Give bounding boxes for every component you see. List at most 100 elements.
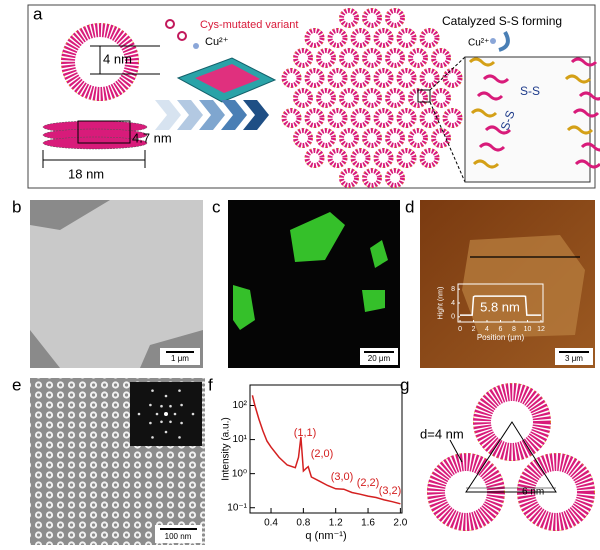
- x-tick-label: 2.0: [393, 518, 407, 529]
- spacing-label: d=4 nm: [420, 426, 464, 441]
- fft-spot: [169, 404, 172, 408]
- protein-ring-detail: [362, 128, 382, 148]
- protein-ring: [316, 88, 336, 108]
- protein-ribbon: [470, 108, 498, 118]
- peak-label: (2,2): [357, 477, 380, 489]
- protein-ring: [327, 108, 348, 129]
- protein-ring-detail: [473, 383, 551, 461]
- protein-ring-detail: [281, 108, 302, 128]
- protein-ring: [385, 7, 405, 28]
- protein-ring: [350, 148, 371, 169]
- zoom-line: [429, 56, 466, 91]
- protein-ring: [316, 128, 336, 149]
- y-tick-label: 8: [451, 286, 455, 293]
- process-arrow: [221, 100, 247, 130]
- protein-ring: [373, 27, 394, 48]
- scale-bar-label: 20 μm: [368, 354, 391, 363]
- y-axis-label: Intensity (a.u.): [221, 417, 232, 480]
- protein-ring: [396, 67, 417, 88]
- x-tick-label: 2: [472, 326, 476, 333]
- protein-ring: [385, 88, 405, 108]
- ion-icon: [193, 43, 199, 49]
- panel-label: a: [33, 4, 43, 23]
- protein-ring-detail: [385, 48, 405, 68]
- ion-icon: [490, 38, 496, 44]
- protein-ring: [339, 88, 359, 108]
- protein-ribbon: [566, 125, 594, 135]
- process-arrow: [243, 100, 269, 130]
- protein-ribbon: [472, 159, 500, 169]
- catalysis-title: Catalyzed S-S forming: [442, 14, 562, 28]
- fft-spot: [164, 430, 168, 434]
- protein-ring-detail: [316, 48, 336, 68]
- fft-spot: [137, 412, 141, 416]
- protein-ring: [304, 148, 325, 169]
- fft-spot: [160, 420, 163, 424]
- protein-ring-detail: [385, 168, 405, 188]
- protein-ring: [339, 47, 359, 68]
- protein-ring-detail: [339, 88, 359, 108]
- protein-ring-detail: [339, 48, 359, 68]
- protein-ring-detail: [281, 68, 302, 88]
- panel-label: b: [12, 197, 21, 216]
- protein-ring-detail: [350, 108, 371, 128]
- protein-ring-detail: [396, 108, 417, 128]
- data-line: [251, 395, 401, 505]
- protein-ring: [385, 168, 405, 189]
- protein-ring: [419, 27, 440, 48]
- protein-ring: [396, 108, 417, 129]
- protein-ring-detail: [419, 108, 440, 128]
- disk-width: 18 nm: [68, 166, 104, 181]
- protein-ribbon: [570, 57, 598, 67]
- process-arrow: [199, 100, 225, 130]
- dimension-box: [77, 120, 131, 144]
- panel-label: g: [400, 375, 409, 394]
- protein-ring: [431, 88, 451, 108]
- molecule-icon: [177, 31, 187, 41]
- process-arrow: [177, 100, 203, 130]
- panel-label: d: [405, 197, 414, 216]
- protein-ribbon: [580, 142, 600, 152]
- protein-ring-detail: [385, 128, 405, 148]
- fft-spot: [173, 412, 177, 416]
- scale-bar-label: 1 μm: [171, 354, 189, 363]
- protein-ribbon: [578, 91, 600, 101]
- protein-ring: [396, 148, 417, 169]
- x-tick-label: 0.4: [264, 518, 278, 529]
- protein-ring-detail: [339, 168, 359, 188]
- protein-ring: [350, 27, 371, 48]
- protein-ring-detail: [339, 128, 359, 148]
- ion-label: Cu²⁺: [205, 36, 229, 48]
- protein-ring-detail: [385, 8, 405, 28]
- protein-ring-detail: [350, 148, 371, 168]
- fft-spot: [149, 403, 152, 407]
- protein-ring-detail: [304, 108, 325, 128]
- x-tick-label: 10: [524, 326, 532, 333]
- illustrations: [42, 7, 600, 189]
- panel-label: c: [212, 197, 221, 216]
- lattice-schematic: [427, 383, 595, 531]
- protein-ring: [408, 47, 428, 68]
- protein-ring-detail: [327, 108, 348, 128]
- protein-ring: [293, 88, 313, 108]
- data-line: [460, 295, 541, 316]
- protein-ring: [362, 47, 382, 68]
- fft-spot: [191, 412, 195, 416]
- protein-ring: [339, 7, 359, 28]
- protein-ring-detail: [61, 23, 139, 101]
- protein-ring-detail: [362, 88, 382, 108]
- protein-ring: [517, 453, 595, 531]
- protein-ring-detail: [419, 28, 440, 48]
- x-axis-label: q (nm⁻¹): [305, 530, 346, 542]
- catalysis-arrow: [498, 31, 510, 52]
- fft-spot: [178, 389, 181, 392]
- protein-ring-detail: [304, 148, 325, 168]
- x-tick-label: 1.2: [329, 518, 343, 529]
- fft-spot: [180, 421, 183, 425]
- protein-ring-detail: [373, 28, 394, 48]
- protein-ribbon: [482, 74, 510, 84]
- spacing-arrow: [449, 439, 463, 463]
- x-tick-label: 12: [537, 326, 545, 333]
- catalysis-ion: Cu²⁺: [468, 38, 489, 49]
- protein-ring: [327, 67, 348, 88]
